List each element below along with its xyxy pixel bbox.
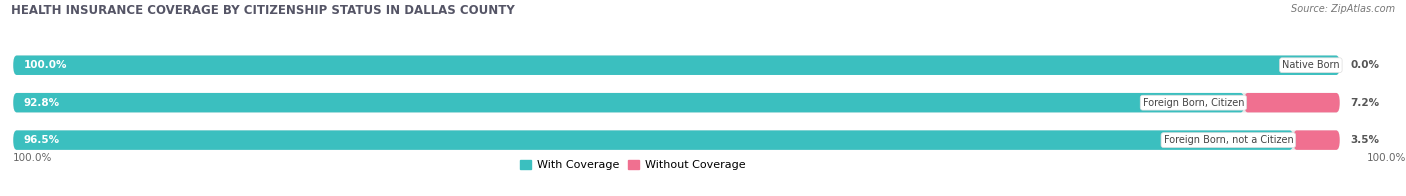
Text: 3.5%: 3.5% <box>1350 135 1379 145</box>
Text: Source: ZipAtlas.com: Source: ZipAtlas.com <box>1291 4 1395 14</box>
Text: Native Born: Native Born <box>1282 60 1340 70</box>
Text: 0.0%: 0.0% <box>1350 60 1379 70</box>
FancyBboxPatch shape <box>1244 93 1340 113</box>
Text: 96.5%: 96.5% <box>24 135 60 145</box>
FancyBboxPatch shape <box>13 130 1340 150</box>
Text: HEALTH INSURANCE COVERAGE BY CITIZENSHIP STATUS IN DALLAS COUNTY: HEALTH INSURANCE COVERAGE BY CITIZENSHIP… <box>11 4 515 17</box>
Text: 100.0%: 100.0% <box>13 153 52 163</box>
Text: Foreign Born, Citizen: Foreign Born, Citizen <box>1143 98 1244 108</box>
FancyBboxPatch shape <box>13 93 1244 113</box>
FancyBboxPatch shape <box>1294 130 1340 150</box>
Text: 7.2%: 7.2% <box>1350 98 1379 108</box>
Legend: With Coverage, Without Coverage: With Coverage, Without Coverage <box>520 160 745 170</box>
FancyBboxPatch shape <box>13 130 1294 150</box>
Text: 100.0%: 100.0% <box>24 60 67 70</box>
Text: 92.8%: 92.8% <box>24 98 60 108</box>
FancyBboxPatch shape <box>13 55 1340 75</box>
Text: Foreign Born, not a Citizen: Foreign Born, not a Citizen <box>1164 135 1294 145</box>
FancyBboxPatch shape <box>13 93 1340 113</box>
Text: 100.0%: 100.0% <box>1367 153 1406 163</box>
FancyBboxPatch shape <box>13 55 1340 75</box>
